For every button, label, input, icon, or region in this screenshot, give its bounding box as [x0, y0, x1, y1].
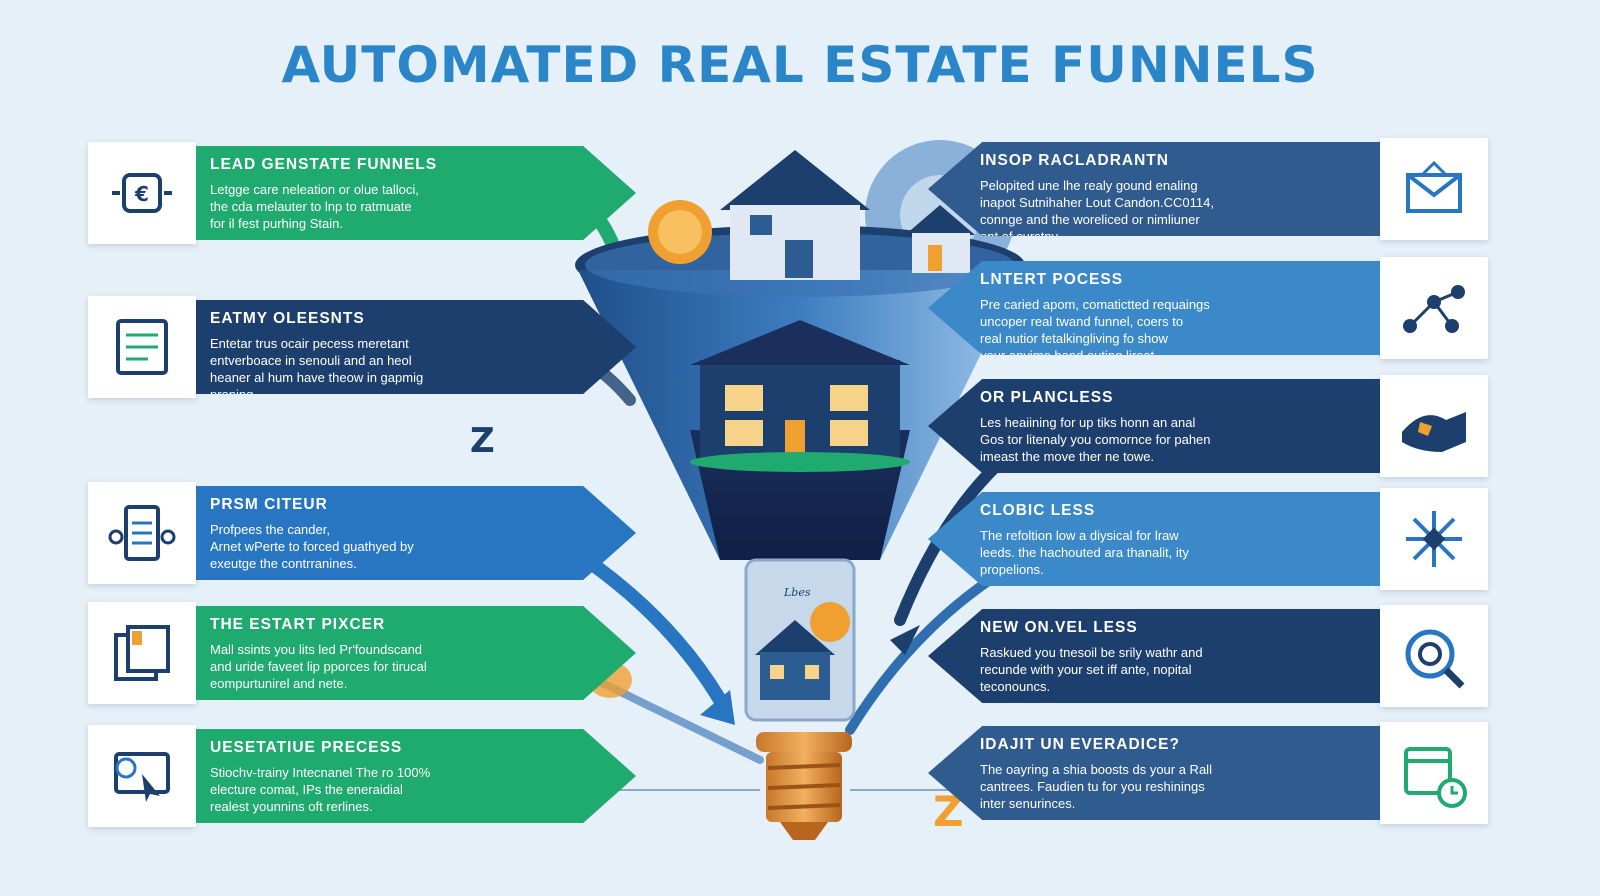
- step-title: CLOBIC LESS: [980, 502, 1096, 519]
- description-line: Letgge care neleation or olue talloci,: [210, 182, 419, 197]
- description-line: uncoper real twand funnel, coers to: [980, 314, 1184, 329]
- money-exchange-icon: €: [88, 142, 196, 244]
- description-line: teconouncs.: [980, 679, 1051, 694]
- step-title: INSOP RACLADRANTN: [980, 152, 1169, 169]
- description-line: imeast the move ther ne towe.: [980, 449, 1155, 464]
- step-title: EATMY OLEESNTS: [210, 310, 365, 327]
- description-line: propelions.: [980, 562, 1044, 577]
- step-description: The oayring a shia boosts ds your a Rall…: [980, 761, 1368, 812]
- step-description: Les heaiining for up tiks honn an anal Go…: [980, 414, 1368, 465]
- description-line: Les heaiining for up tiks honn an anal: [980, 415, 1196, 430]
- right-step-band: INSOP RACLADRANTN Pelopited une lhe realy…: [928, 142, 1380, 236]
- step-description: Pre caried apom, comatictted requaings un…: [980, 296, 1368, 363]
- description-line: recunde with your set iff ante, nopital: [980, 662, 1192, 677]
- step-description: Profpees the cander, Arnet wPerte to forc…: [210, 521, 566, 572]
- description-line: heaner al hum have theow in gapmig: [210, 370, 424, 385]
- description-line: realest younnins oft rerlines.: [210, 799, 373, 814]
- step-description: Letgge care neleation or olue talloci, th…: [210, 181, 566, 232]
- cursor-screen-icon: [88, 725, 196, 827]
- left-step-card: PRSM CITEUR Profpees the cander, Arnet wPe…: [88, 482, 636, 584]
- right-step-card: NEW ON.VEL LESS Raskued you tnesoil be sr…: [928, 605, 1488, 707]
- left-step-band: UESETATIUE PRECESS Stiochv-trainy Intecna…: [196, 729, 636, 823]
- left-step-band: EATMY OLEESNTS Entetar trus ocair pecess …: [196, 300, 636, 394]
- description-line: Profpees the cander,: [210, 522, 330, 537]
- calendar-clock-icon: [1380, 722, 1488, 824]
- description-line: inter senurinces.: [980, 796, 1076, 811]
- right-step-card: INSOP RACLADRANTN Pelopited une lhe realy…: [928, 138, 1488, 240]
- description-line: electure comat, IPs the eneraidial: [210, 782, 403, 797]
- description-line: Stiochv-trainy Intecnanel The ro 100%: [210, 765, 431, 780]
- right-step-band: OR PLANCLESS Les heaiining for up tiks ho…: [928, 379, 1380, 473]
- description-line: the cda melauter to lnp to ratmuate: [210, 199, 412, 214]
- description-line: Arnet wPerte to forced guathyed by: [210, 539, 414, 554]
- step-description: Entetar trus ocair pecess meretant entver…: [210, 335, 566, 402]
- right-step-card: CLOBIC LESS The refoltion low a diysical …: [928, 488, 1488, 590]
- description-line: ont of curstny.: [980, 229, 1061, 244]
- snowflake-pattern-icon: [1380, 488, 1488, 590]
- description-line: Pre caried apom, comatictted requaings: [980, 297, 1210, 312]
- left-step-band: THE ESTART PIXCER Mall ssints you lits le…: [196, 606, 636, 700]
- step-description: The refoltion low a diysical for lraw lee…: [980, 527, 1368, 578]
- step-title: UESETATIUE PRECESS: [210, 739, 403, 756]
- left-step-card: UESETATIUE PRECESS Stiochv-trainy Intecna…: [88, 725, 636, 827]
- description-line: proning.: [210, 387, 257, 402]
- documents-icon: [88, 602, 196, 704]
- description-line: inapot Sutnihaher Lout Candon.CC0114,: [980, 195, 1214, 210]
- svg-text:Z: Z: [470, 421, 495, 461]
- left-step-band: PRSM CITEUR Profpees the cander, Arnet wPe…: [196, 486, 636, 580]
- description-line: eompurtunirel and nete.: [210, 676, 348, 691]
- target-search-icon: [1380, 605, 1488, 707]
- description-line: real nutior fetalkingliving fo show: [980, 331, 1168, 346]
- step-title: NEW ON.VEL LESS: [980, 619, 1138, 636]
- page-title: AUTOMATED REAL ESTATE FUNNELS: [281, 36, 1319, 94]
- right-step-card: LNTERT POCESS Pre caried apom, comatictte…: [928, 257, 1488, 359]
- right-step-band: IDAJIT UN EVERADICE? The oayring a shia b…: [928, 726, 1380, 820]
- left-step-card: EATMY OLEESNTS Entetar trus ocair pecess …: [88, 296, 636, 398]
- step-title: OR PLANCLESS: [980, 389, 1114, 406]
- description-line: and uride faveet lip pporces for tirucal: [210, 659, 427, 674]
- description-line: Gos tor litenaly you comornce for pahen: [980, 432, 1211, 447]
- description-line: connge and the woreliced or nimliuner: [980, 212, 1200, 227]
- right-step-band: LNTERT POCESS Pre caried apom, comatictte…: [928, 261, 1380, 355]
- step-description: Mall ssints you lits led Pr'foundscand an…: [210, 641, 566, 692]
- step-title: LNTERT POCESS: [980, 271, 1124, 288]
- left-step-band: LEAD GENSTATE FUNNELS Letgge care neleati…: [196, 146, 636, 240]
- network-nodes-icon: [1380, 257, 1488, 359]
- description-line: exeutge the contrranines.: [210, 556, 357, 571]
- step-description: Raskued you tnesoil be srily wathr and re…: [980, 644, 1368, 695]
- right-step-band: NEW ON.VEL LESS Raskued you tnesoil be sr…: [928, 609, 1380, 703]
- description-line: entverboace in senouli and an heol: [210, 353, 412, 368]
- step-title: IDAJIT UN EVERADICE?: [980, 736, 1180, 753]
- step-title: THE ESTART PIXCER: [210, 616, 386, 633]
- step-description: Pelopited une lhe realy gound enaling ina…: [980, 177, 1368, 244]
- left-step-card: THE ESTART PIXCER Mall ssints you lits le…: [88, 602, 636, 704]
- right-step-band: CLOBIC LESS The refoltion low a diysical …: [928, 492, 1380, 586]
- description-line: The refoltion low a diysical for lraw: [980, 528, 1179, 543]
- description-line: Pelopited une lhe realy gound enaling: [980, 178, 1198, 193]
- building-form-icon: [88, 482, 196, 584]
- right-step-card: OR PLANCLESS Les heaiining for up tiks ho…: [928, 375, 1488, 477]
- description-line: The oayring a shia boosts ds your a Rall: [980, 762, 1212, 777]
- description-line: Raskued you tnesoil be srily wathr and: [980, 645, 1203, 660]
- description-line: leeds. the hachouted ara thanalit, ity: [980, 545, 1189, 560]
- step-title: LEAD GENSTATE FUNNELS: [210, 156, 438, 173]
- description-line: cantrees. Faudien tu for you reshinings: [980, 779, 1205, 794]
- description-line: your anvime hand outing lireat.: [980, 348, 1158, 363]
- description-line: for il fest purhing Stain.: [210, 216, 343, 231]
- description-line: Entetar trus ocair pecess meretant: [210, 336, 409, 351]
- svg-text:€: €: [134, 182, 149, 206]
- checklist-document-icon: [88, 296, 196, 398]
- envelope-icon: [1380, 138, 1488, 240]
- step-description: Stiochv-trainy Intecnanel The ro 100% ele…: [210, 764, 566, 815]
- right-step-card: IDAJIT UN EVERADICE? The oayring a shia b…: [928, 722, 1488, 824]
- left-step-card: € LEAD GENSTATE FUNNELS Letgge care neleat…: [88, 142, 636, 244]
- step-title: PRSM CITEUR: [210, 496, 328, 513]
- handshake-map-icon: [1380, 375, 1488, 477]
- description-line: Mall ssints you lits led Pr'foundscand: [210, 642, 423, 657]
- house-sign-label: Lbes: [784, 586, 811, 599]
